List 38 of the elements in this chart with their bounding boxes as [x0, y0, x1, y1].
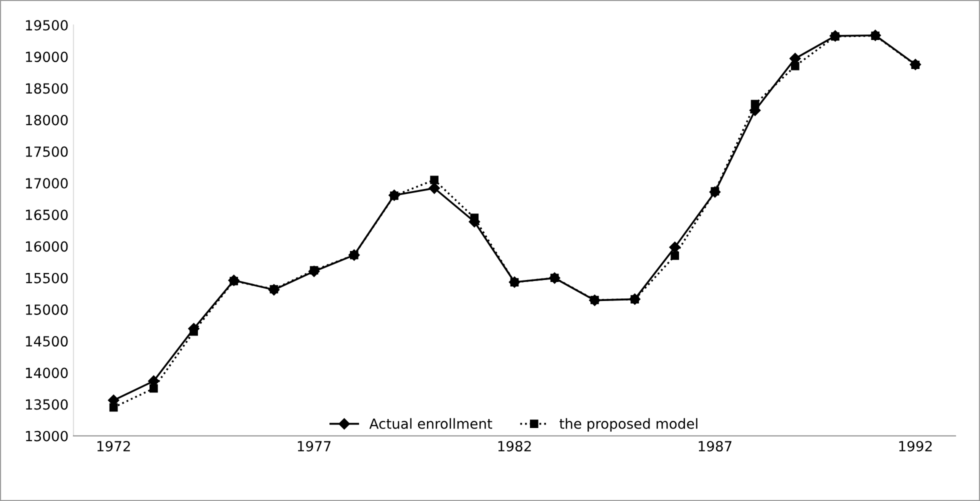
point [510, 278, 519, 286]
y-tick-label: 15500 [26, 272, 68, 284]
point [831, 32, 840, 41]
point [310, 266, 318, 274]
y-tick-label: 16000 [26, 241, 68, 252]
y-tick-label: 14500 [26, 336, 68, 347]
point [911, 60, 920, 70]
point [790, 62, 800, 70]
y-tick-label: 18000 [26, 114, 68, 126]
y-tick-label: 17000 [26, 178, 68, 189]
x-tick-label: 1977 [298, 440, 331, 452]
y-tick-label: 19500 [26, 20, 68, 31]
y-tick-label: 16500 [26, 210, 68, 220]
point [670, 252, 680, 260]
y-tick-label: 18500 [26, 83, 68, 94]
point [109, 403, 118, 412]
x-tick-label: 1972 [97, 440, 130, 452]
x-tick-label: 1992 [899, 440, 932, 452]
point [230, 276, 238, 286]
y-tick-label: 15000 [26, 304, 68, 315]
point [710, 187, 720, 196]
point [428, 182, 440, 194]
point [350, 250, 358, 260]
point [150, 384, 158, 393]
y-tick-label: 14000 [26, 368, 68, 378]
point [669, 242, 680, 253]
y-tick-label: 17500 [26, 146, 68, 157]
legend-label: the proposed model [560, 418, 698, 432]
legend-label: Actual enrollment [369, 418, 492, 429]
point [550, 274, 559, 282]
point [750, 100, 760, 108]
y-tick-label: 13500 [26, 399, 68, 410]
point [430, 176, 438, 184]
point [630, 295, 639, 304]
x-tick-label: 1987 [698, 440, 732, 452]
y-tick-label: 13000 [26, 430, 68, 442]
x-tick-label: 1982 [498, 440, 531, 452]
y-tick-label: 19000 [26, 52, 68, 62]
